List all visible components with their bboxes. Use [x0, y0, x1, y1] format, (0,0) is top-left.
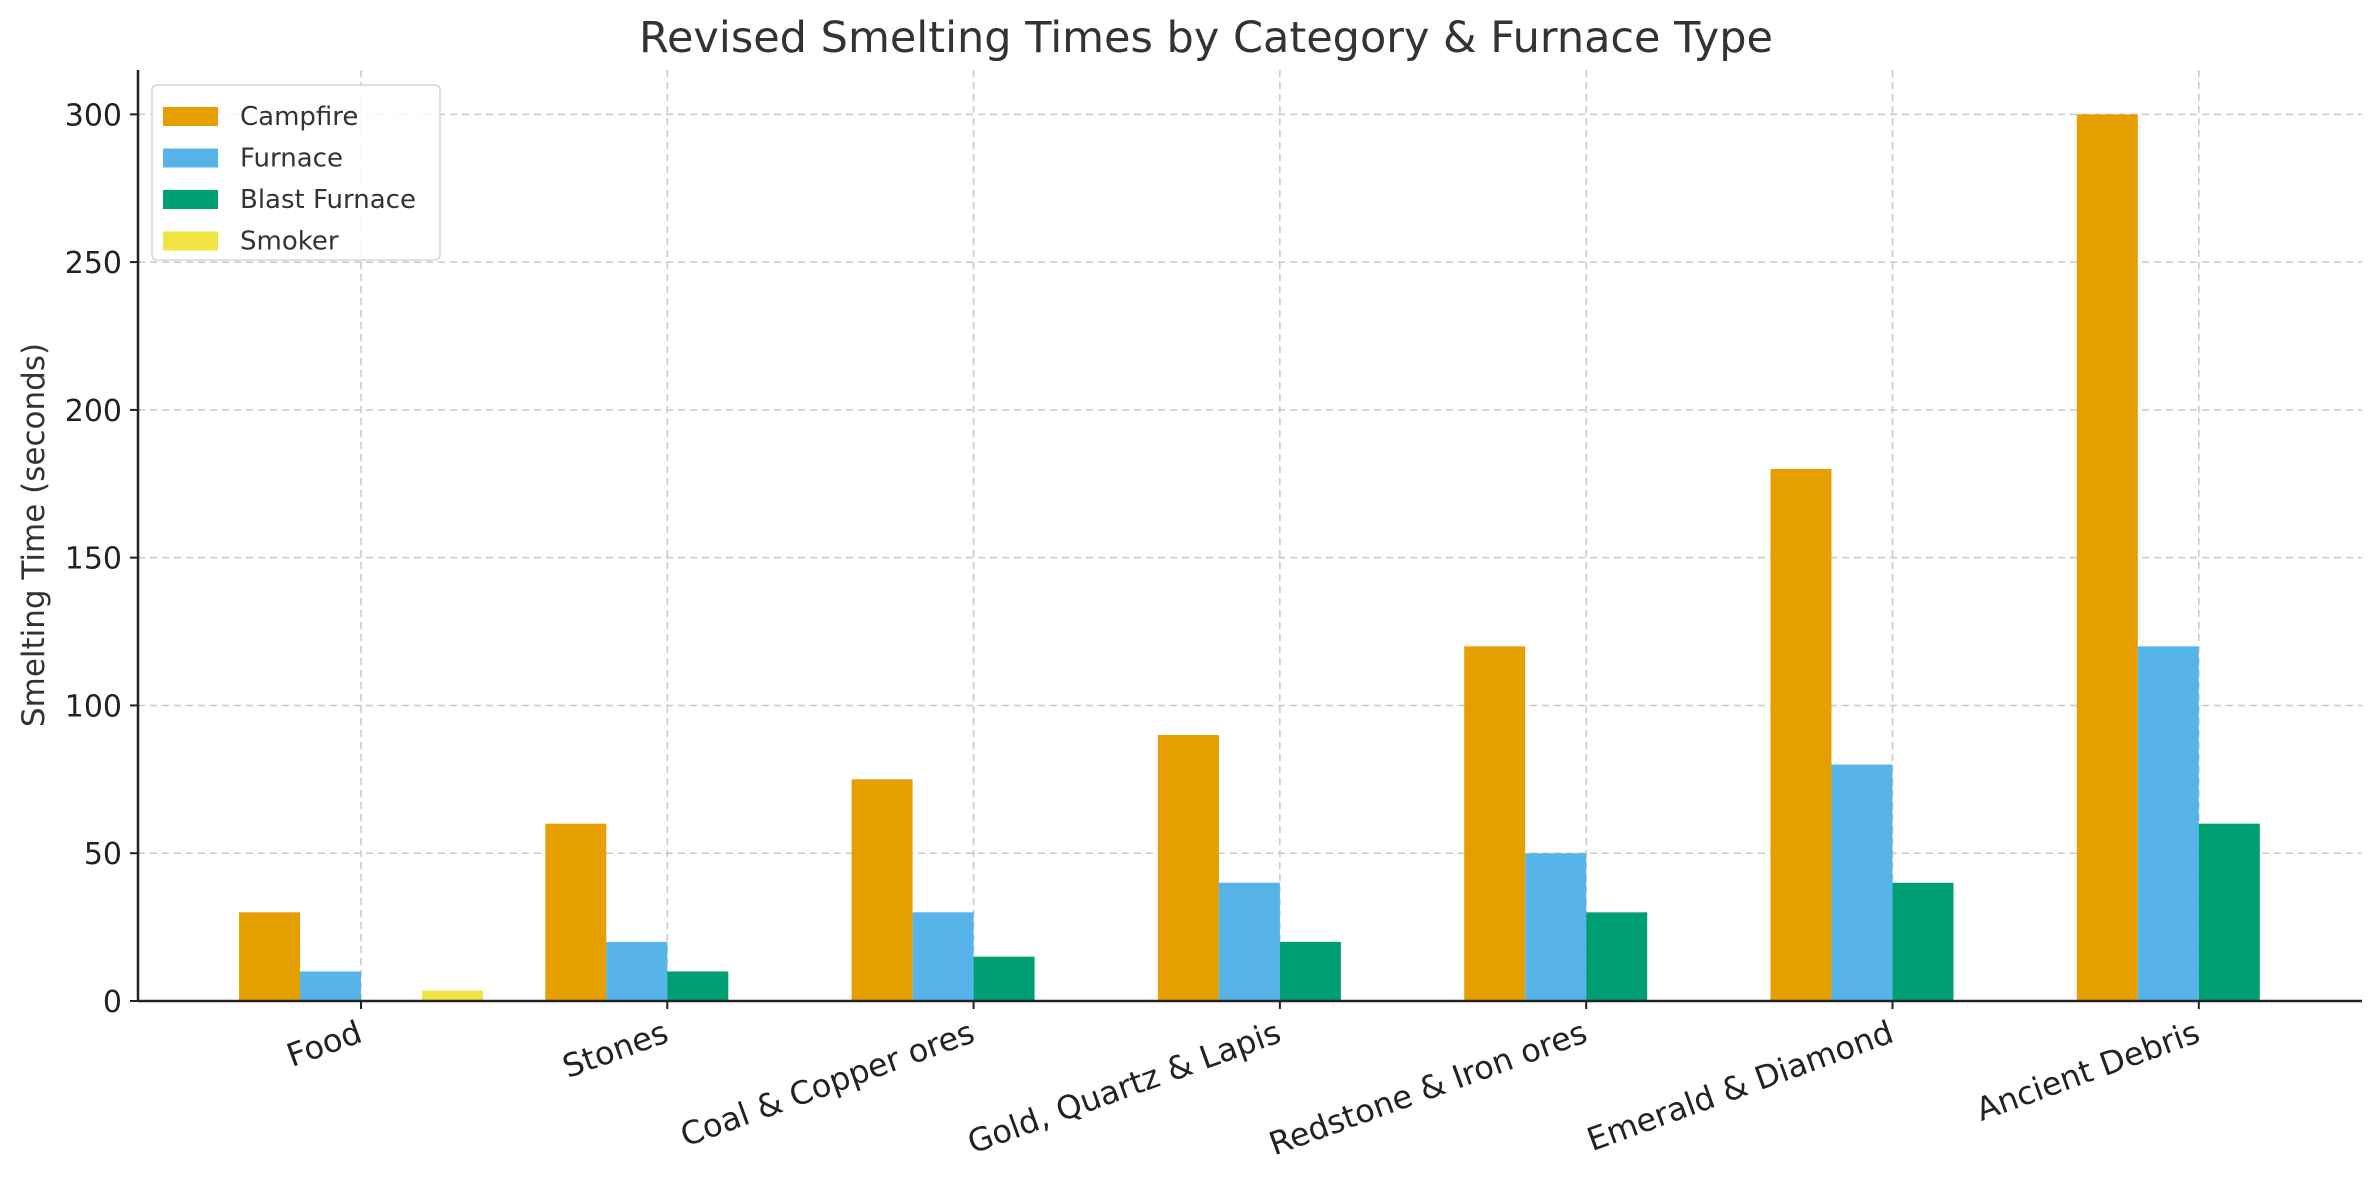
y-tick-label: 300	[65, 98, 122, 133]
bar-furnace-1	[606, 941, 668, 1001]
x-tick-label: Food	[282, 1013, 367, 1075]
y-tick-label: 200	[65, 394, 122, 429]
legend-label: Smoker	[240, 227, 339, 257]
bar-campfire-6	[2076, 114, 2138, 1002]
legend-label: Campfire	[240, 102, 358, 132]
legend-swatch	[163, 231, 218, 251]
x-tick-label: Stones	[558, 1013, 673, 1086]
bar-smoker-0	[422, 990, 483, 1001]
bar-furnace-0	[300, 971, 361, 1001]
legend-swatch	[163, 107, 218, 126]
bar-blast-furnace-6	[2198, 823, 2260, 1001]
legend-swatch	[163, 190, 218, 209]
bar-campfire-2	[851, 779, 913, 1001]
legend-swatch	[163, 148, 218, 168]
bar-blast-furnace-4	[1586, 912, 1648, 1001]
bar-blast-furnace-3	[1279, 941, 1341, 1001]
bar-furnace-6	[2137, 646, 2199, 1001]
bar-blast-furnace-2	[973, 956, 1035, 1001]
y-tick-label: 250	[65, 246, 122, 281]
grid-lines	[138, 70, 2362, 1001]
bar-blast-furnace-5	[1892, 882, 1954, 1001]
x-tick-label: Gold, Quartz & Lapis	[962, 1013, 1285, 1162]
axes	[136, 70, 2362, 1003]
bar-campfire-5	[1770, 469, 1832, 1001]
x-tick-label: Ancient Debris	[1971, 1013, 2205, 1129]
legend-label: Furnace	[240, 144, 343, 174]
y-tick-label: 0	[103, 985, 122, 1020]
y-axis-label: Smelting Time (seconds)	[16, 343, 52, 727]
bars	[239, 114, 2260, 1002]
chart-title: Revised Smelting Times by Category & Fur…	[639, 13, 1773, 63]
bar-campfire-4	[1464, 646, 1526, 1001]
y-tick-label: 100	[65, 689, 122, 724]
y-tick-label: 150	[65, 542, 122, 577]
bar-campfire-0	[239, 912, 300, 1001]
y-axis-ticks: 0 50 100 150 200 250 300	[65, 98, 138, 1020]
bar-campfire-3	[1157, 735, 1219, 1001]
legend: Campfire Furnace Blast Furnace Smoker	[151, 84, 441, 261]
x-tick-label: Emerald & Diamond	[1582, 1013, 1898, 1159]
bar-blast-furnace-1	[667, 971, 729, 1001]
bar-campfire-1	[545, 823, 607, 1001]
x-tick-label: Coal & Copper ores	[675, 1013, 979, 1155]
bar-furnace-5	[1831, 764, 1893, 1001]
x-tick-label: Redstone & Iron ores	[1264, 1013, 1592, 1163]
bar-furnace-4	[1525, 853, 1587, 1001]
bar-furnace-3	[1218, 882, 1280, 1001]
legend-box	[151, 84, 441, 261]
legend-label: Blast Furnace	[240, 185, 416, 215]
bar-furnace-2	[912, 912, 974, 1001]
y-tick-label: 50	[84, 837, 122, 872]
